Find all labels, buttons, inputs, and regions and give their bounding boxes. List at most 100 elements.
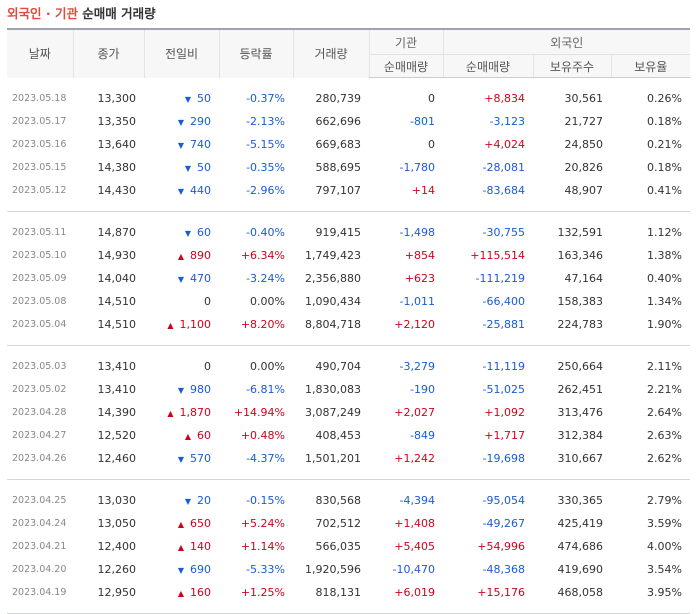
cell-holding-rate: 0.18% — [611, 156, 690, 179]
cell-volume: 1,501,201 — [293, 447, 369, 470]
cell-volume: 1,920,596 — [293, 558, 369, 581]
cell-holding-rate: 2.62% — [611, 447, 690, 470]
cell-change: ▼60 — [144, 221, 219, 244]
cell-close: 12,400 — [73, 535, 144, 558]
section-title: 외국인 · 기관 순매매 거래량 — [0, 0, 698, 28]
cell-change: ▼570 — [144, 447, 219, 470]
cell-volume: 490,704 — [293, 355, 369, 378]
cell-close: 14,930 — [73, 244, 144, 267]
cell-change: ▼690 — [144, 558, 219, 581]
cell-holding-rate: 0.40% — [611, 267, 690, 290]
cell-holding: 313,476 — [533, 401, 611, 424]
cell-holding-rate: 2.63% — [611, 424, 690, 447]
cell-foreign-net: +15,176 — [443, 581, 533, 604]
cell-inst-net: -190 — [369, 378, 443, 401]
cell-holding-rate: 1.12% — [611, 221, 690, 244]
cell-close: 14,390 — [73, 401, 144, 424]
header-foreign: 외국인 — [443, 29, 690, 55]
cell-foreign-net: -25,881 — [443, 313, 533, 336]
cell-change: ▲160 — [144, 581, 219, 604]
cell-holding-rate: 1.34% — [611, 290, 690, 313]
cell-date: 2023.05.15 — [7, 156, 73, 179]
cell-close: 14,380 — [73, 156, 144, 179]
cell-holding-rate: 3.95% — [611, 581, 690, 604]
cell-rate: -5.15% — [219, 133, 293, 156]
cell-close: 13,350 — [73, 110, 144, 133]
cell-holding: 419,690 — [533, 558, 611, 581]
cell-change: ▼470 — [144, 267, 219, 290]
header-date: 날짜 — [7, 29, 73, 78]
cell-foreign-net: -11,119 — [443, 355, 533, 378]
cell-date: 2023.05.17 — [7, 110, 73, 133]
cell-inst-net: +1,242 — [369, 447, 443, 470]
change-value: 1,870 — [180, 406, 212, 419]
change-value: 50 — [197, 92, 211, 105]
cell-holding: 468,058 — [533, 581, 611, 604]
cell-foreign-net: -51,025 — [443, 378, 533, 401]
cell-inst-net: 0 — [369, 87, 443, 110]
cell-holding-rate: 3.59% — [611, 512, 690, 535]
cell-foreign-net: +1,092 — [443, 401, 533, 424]
header-holding-rate: 보유율 — [611, 55, 690, 78]
cell-volume: 669,683 — [293, 133, 369, 156]
cell-inst-net: -10,470 — [369, 558, 443, 581]
cell-foreign-net: +54,996 — [443, 535, 533, 558]
cell-holding-rate: 2.64% — [611, 401, 690, 424]
change-value: 60 — [197, 429, 211, 442]
down-arrow-icon: ▼ — [178, 118, 184, 127]
cell-rate: -5.33% — [219, 558, 293, 581]
change-value: 740 — [190, 138, 211, 151]
change-value: 20 — [197, 494, 211, 507]
cell-rate: +1.25% — [219, 581, 293, 604]
cell-foreign-net: -95,054 — [443, 489, 533, 512]
cell-holding: 47,164 — [533, 267, 611, 290]
down-arrow-icon: ▼ — [178, 386, 184, 395]
cell-date: 2023.04.24 — [7, 512, 73, 535]
down-arrow-icon: ▼ — [185, 164, 191, 173]
cell-inst-net: -1,780 — [369, 156, 443, 179]
cell-holding-rate: 1.38% — [611, 244, 690, 267]
cell-rate: -4.37% — [219, 447, 293, 470]
change-value: 140 — [190, 540, 211, 553]
up-arrow-icon: ▲ — [167, 321, 173, 330]
cell-change: ▼440 — [144, 179, 219, 202]
cell-holding-rate: 4.00% — [611, 535, 690, 558]
cell-date: 2023.05.10 — [7, 244, 73, 267]
cell-close: 14,510 — [73, 313, 144, 336]
cell-inst-net: -801 — [369, 110, 443, 133]
cell-rate: -0.35% — [219, 156, 293, 179]
cell-volume: 408,453 — [293, 424, 369, 447]
cell-date: 2023.05.18 — [7, 87, 73, 110]
cell-rate: -0.15% — [219, 489, 293, 512]
cell-holding-rate: 0.26% — [611, 87, 690, 110]
cell-close: 13,410 — [73, 378, 144, 401]
cell-foreign-net: +4,024 — [443, 133, 533, 156]
cell-change: ▲890 — [144, 244, 219, 267]
cell-holding: 474,686 — [533, 535, 611, 558]
cell-holding: 425,419 — [533, 512, 611, 535]
cell-volume: 280,739 — [293, 87, 369, 110]
cell-holding: 163,346 — [533, 244, 611, 267]
cell-change: ▲1,100 — [144, 313, 219, 336]
change-value: 0 — [204, 295, 211, 308]
change-value: 60 — [197, 226, 211, 239]
cell-date: 2023.05.04 — [7, 313, 73, 336]
header-close: 종가 — [73, 29, 144, 78]
header-institution: 기관 — [369, 29, 443, 55]
down-arrow-icon: ▼ — [178, 187, 184, 196]
cell-close: 12,520 — [73, 424, 144, 447]
down-arrow-icon: ▼ — [185, 497, 191, 506]
header-change: 전일비 — [144, 29, 219, 78]
change-value: 980 — [190, 383, 211, 396]
trading-table: 날짜 종가 전일비 등락률 거래량 기관 외국인 순매매량 순매매량 보유주수 … — [7, 28, 690, 614]
